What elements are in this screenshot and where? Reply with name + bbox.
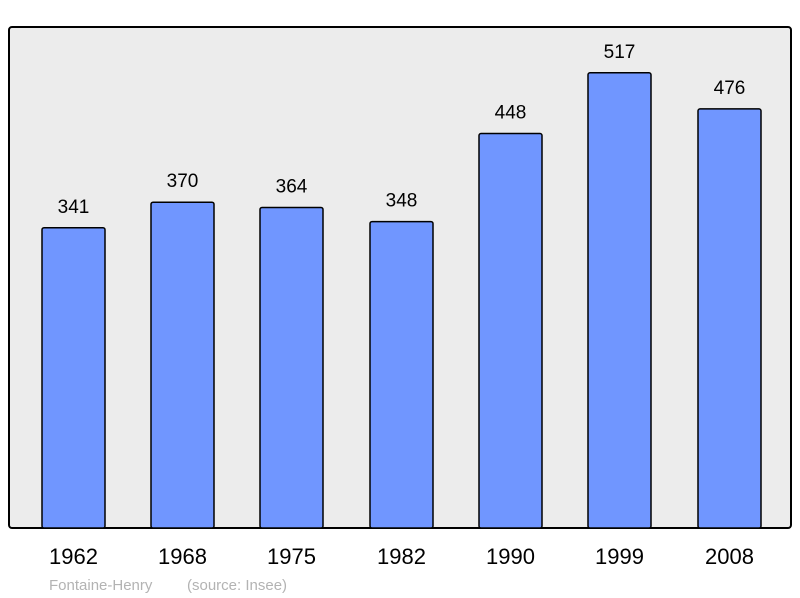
- data-label-1962: 341: [58, 197, 90, 218]
- bar-1962: [41, 227, 106, 529]
- data-label-1999: 517: [604, 42, 636, 63]
- data-label-1990: 448: [495, 103, 527, 124]
- data-label-1975: 364: [276, 177, 308, 198]
- bar-1968: [150, 201, 215, 529]
- x-tick-label: 1975: [267, 544, 316, 569]
- x-tick-label: 1962: [49, 544, 98, 569]
- bar-2008: [697, 108, 762, 529]
- bar-1982: [369, 220, 434, 529]
- x-tick-label: 2008: [705, 544, 754, 569]
- caption-place: Fontaine-Henry: [49, 577, 153, 594]
- data-label-1968: 370: [167, 171, 199, 192]
- bar-1975: [259, 206, 324, 529]
- caption-source: (source: Insee): [187, 577, 287, 594]
- bar-1990: [478, 132, 543, 529]
- data-label-1982: 348: [386, 191, 418, 212]
- bar-1999: [587, 72, 652, 529]
- x-tick-label: 1990: [486, 544, 535, 569]
- data-label-2008: 476: [714, 78, 746, 99]
- x-tick-label: 1982: [377, 544, 426, 569]
- x-tick-label: 1999: [595, 544, 644, 569]
- x-tick-label: 1968: [158, 544, 207, 569]
